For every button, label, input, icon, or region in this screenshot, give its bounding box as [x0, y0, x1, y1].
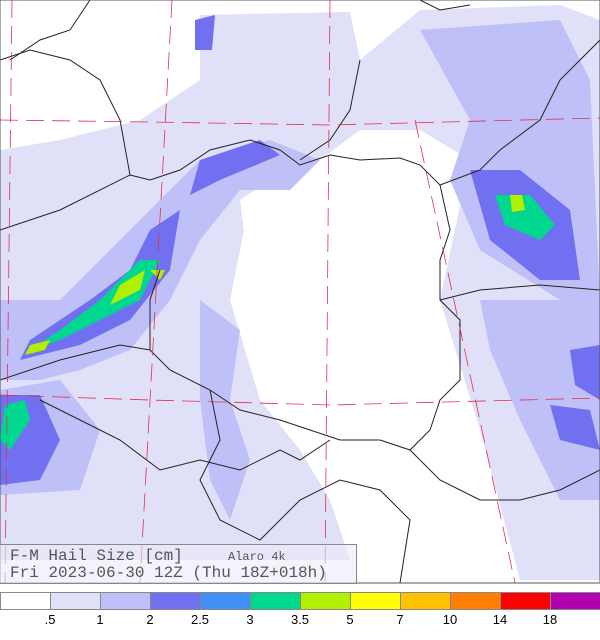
- valid-time: Fri 2023-06-30 12Z (Thu 18Z+018h): [10, 564, 327, 582]
- legend-swatch: [300, 592, 350, 610]
- legend-swatch: [250, 592, 300, 610]
- color-legend: [0, 592, 600, 610]
- legend-swatch: [450, 592, 500, 610]
- legend-swatch: [0, 592, 50, 610]
- legend-swatch: [550, 592, 600, 610]
- legend-label: 1: [96, 612, 104, 627]
- hail-map: [0, 0, 600, 584]
- legend-swatch: [350, 592, 400, 610]
- hail-field: [0, 5, 600, 580]
- legend-label: 18: [542, 612, 558, 627]
- legend-label: 5: [346, 612, 354, 627]
- legend-swatch: [50, 592, 100, 610]
- product-title: F-M Hail Size [cm]: [10, 547, 183, 565]
- legend-label: 2.5: [190, 612, 210, 627]
- graticule: [0, 0, 600, 584]
- legend-label: 3.5: [290, 612, 310, 627]
- legend-label: 7: [396, 612, 404, 627]
- legend-swatch: [100, 592, 150, 610]
- legend-swatch: [400, 592, 450, 610]
- legend-swatch: [200, 592, 250, 610]
- legend-label: 3: [246, 612, 254, 627]
- legend-swatch: [500, 592, 550, 610]
- country-borders: [0, 0, 600, 584]
- map-title-box: F-M Hail Size [cm] Alaro 4k Fri 2023-06-…: [0, 544, 357, 584]
- legend-swatch: [150, 592, 200, 610]
- legend-label: 10: [442, 612, 458, 627]
- legend-label: 2: [146, 612, 154, 627]
- legend-labels: .5 1 2 2.5 3 3.5 5 7 10 14 18: [0, 612, 600, 632]
- legend-label: .5: [44, 612, 56, 627]
- legend-label: 14: [492, 612, 508, 627]
- model-name: Alaro 4k: [228, 550, 286, 564]
